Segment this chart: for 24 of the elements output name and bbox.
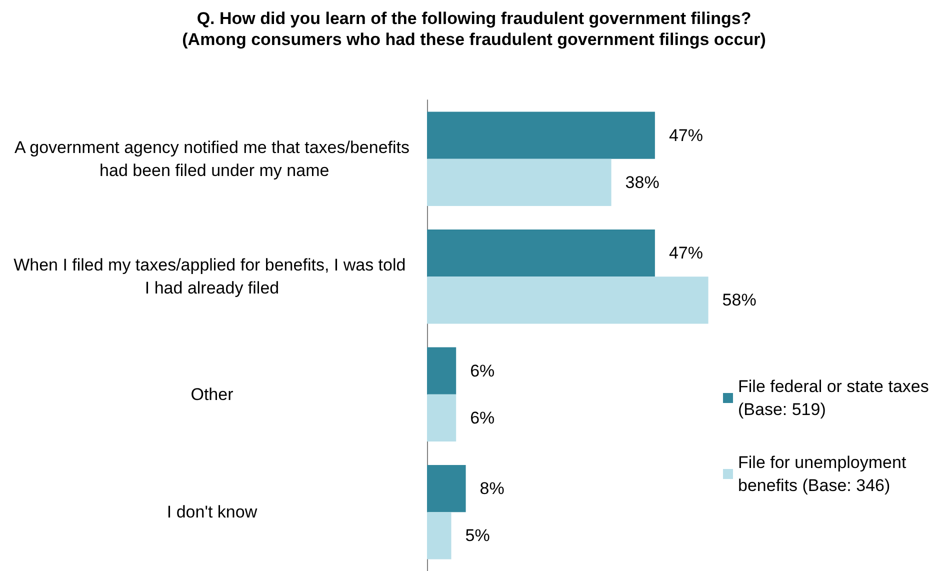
data-label: 47% [668, 126, 703, 145]
data-label: 47% [668, 244, 703, 263]
bar [427, 158, 612, 206]
data-label: 8% [480, 479, 504, 498]
bar [427, 230, 655, 277]
y-tick-label: I don't know [166, 502, 258, 522]
y-tick-label: A government agency notified me that taxes/benefits had been filed under my name [14, 138, 410, 180]
data-label: 6% [470, 408, 495, 428]
bar [427, 512, 452, 560]
legend-label: File for unemployment benefits (Base: 346) [738, 453, 911, 495]
legend-label: File federal or state taxes (Base: 519) [738, 377, 934, 419]
data-label: 6% [470, 361, 495, 380]
y-tick-label: Other [190, 384, 234, 404]
data-label: 5% [465, 526, 490, 546]
bar [427, 112, 655, 159]
data-label: 58% [722, 290, 756, 310]
chart-subtitle: (Among consumers who had these fraudulent government filings occur) [182, 30, 766, 49]
bar [427, 347, 456, 394]
bar [427, 394, 456, 442]
chart-title: Q. How did you learn of the following fraudulent government filings? [196, 9, 752, 28]
bar [427, 465, 466, 512]
data-label: 38% [625, 172, 660, 192]
y-tick-label: When I filed my taxes/applied for benefits, I was told I had already filed [14, 256, 410, 298]
bar [427, 276, 708, 324]
